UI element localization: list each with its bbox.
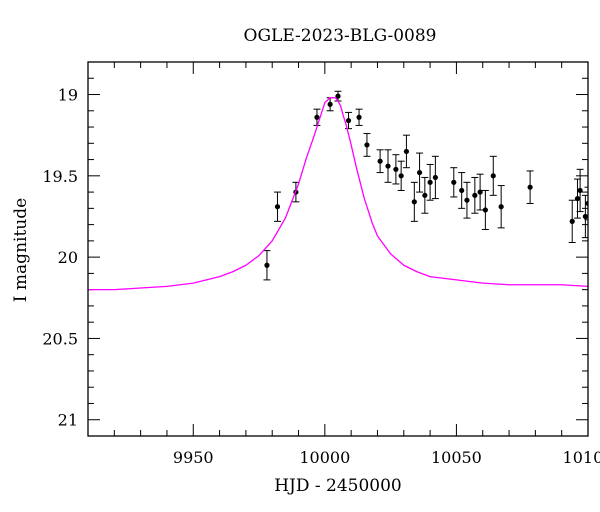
data-point <box>569 218 575 224</box>
data-point <box>527 184 533 190</box>
data-point <box>356 114 362 120</box>
data-point <box>364 142 370 148</box>
plot-series <box>88 90 588 291</box>
plot-frame <box>87 61 589 437</box>
data-point <box>416 169 423 176</box>
x-axis-label: HJD - 2450000 <box>274 476 402 496</box>
model-curve <box>88 97 588 291</box>
y-tick-label: 20.5 <box>42 329 78 348</box>
data-point <box>377 158 383 164</box>
axis-ticks <box>87 61 589 437</box>
data-point <box>393 166 399 172</box>
data-point <box>398 173 404 179</box>
y-axis-label: I magnitude <box>11 198 31 302</box>
data-point <box>403 148 410 155</box>
data-point <box>582 213 588 220</box>
data-point <box>427 179 433 185</box>
data-point <box>577 187 583 194</box>
data-point <box>411 199 417 205</box>
data-point <box>482 207 488 213</box>
data-point <box>472 192 478 198</box>
data-point <box>574 195 581 202</box>
data-point <box>274 204 281 210</box>
data-point <box>335 93 341 99</box>
data-point <box>422 192 428 198</box>
data-point <box>498 204 504 210</box>
x-tick-label: 10050 <box>431 448 482 467</box>
y-tick-label: 21 <box>58 411 78 430</box>
data-point <box>464 197 470 203</box>
y-tick-label: 19 <box>58 86 78 105</box>
plot-area <box>88 90 588 291</box>
data-point <box>345 117 352 124</box>
data-point <box>490 173 496 179</box>
x-tick-label: 10100 <box>563 448 600 467</box>
chart-title: OGLE-2023-BLG-0089 <box>244 26 437 46</box>
data-point <box>459 187 465 194</box>
data-point <box>477 189 483 195</box>
x-tick-label: 10000 <box>299 448 350 467</box>
data-point <box>432 174 438 181</box>
data-point <box>327 101 333 107</box>
data-point <box>314 114 320 120</box>
axis-tick-labels: 9950 10000 10050 10100 19 19.5 20 20.5 21 <box>42 86 600 467</box>
y-tick-label: 19.5 <box>42 167 78 186</box>
data-point <box>264 262 270 268</box>
y-tick-label: 20 <box>58 248 78 267</box>
data-point <box>451 179 457 185</box>
data-point <box>385 163 391 169</box>
x-tick-label: 9950 <box>173 448 214 467</box>
